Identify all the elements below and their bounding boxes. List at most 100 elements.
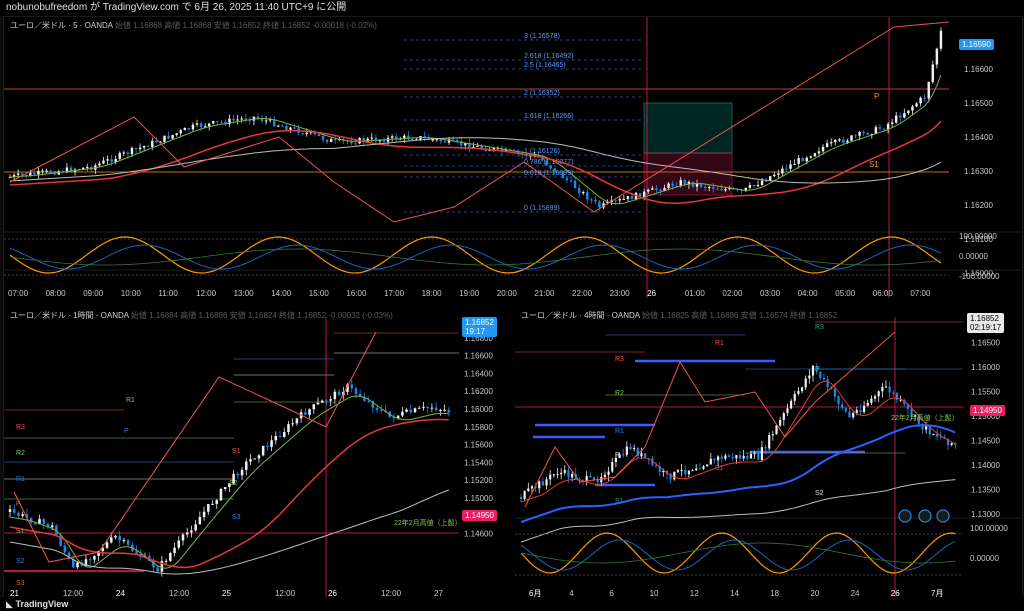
price-candle xyxy=(606,202,609,204)
y-tick-label: 1.16200 xyxy=(464,387,493,396)
price-candle xyxy=(245,461,248,470)
price-candle xyxy=(852,413,855,418)
current-price-tag: 1.16852 02:19:17 xyxy=(967,313,1005,333)
price-candle xyxy=(667,183,670,188)
price-candle xyxy=(899,115,902,118)
price-candle xyxy=(378,139,382,142)
price-candle xyxy=(97,551,100,556)
price-candle xyxy=(207,123,211,127)
price-candle xyxy=(228,483,231,488)
price-candle xyxy=(98,163,101,166)
price-candle xyxy=(396,415,400,419)
price-candle xyxy=(834,140,837,143)
price-candle xyxy=(793,163,796,165)
pivot-p-label: P xyxy=(874,92,879,101)
price-candle xyxy=(20,173,24,175)
price-candle xyxy=(86,166,89,168)
price-candle xyxy=(216,121,219,123)
price-candle xyxy=(464,143,467,146)
price-candle xyxy=(932,434,935,436)
x-tick-label: 04:00 xyxy=(798,289,819,298)
price-candle xyxy=(476,145,479,147)
price-candle xyxy=(177,540,181,548)
pivot-label: R2 xyxy=(16,450,25,457)
price-candle xyxy=(703,186,707,188)
price-candle xyxy=(866,132,869,135)
y-tick-label: 1.13000 xyxy=(971,510,1000,519)
fib-label: 2.618 (1.16492) xyxy=(524,53,573,60)
price-candle xyxy=(801,158,804,162)
x-tick-label: 15:00 xyxy=(309,289,330,298)
chart-1hour[interactable]: 1.170001.168001.166001.164001.162001.160… xyxy=(4,307,510,598)
price-candle xyxy=(644,453,647,459)
x-tick-label: 18 xyxy=(770,589,779,598)
price-candle xyxy=(541,481,544,486)
chart-4hour[interactable]: 1.170001.165001.160001.155001.150001.145… xyxy=(515,307,1022,598)
pivot-label: S3 xyxy=(232,514,241,521)
price-candle xyxy=(586,192,589,200)
price-candle xyxy=(264,120,268,122)
price-candle xyxy=(642,191,646,198)
ema-fast-line xyxy=(9,395,449,569)
osc-tick-label: 0.00000 xyxy=(959,252,988,261)
price-candle xyxy=(850,135,853,141)
price-candle xyxy=(925,425,928,430)
x-tick-label: 14:00 xyxy=(271,289,292,298)
y-tick-label: 1.15600 xyxy=(464,441,493,450)
tradingview-logo[interactable]: ◣ TradingView xyxy=(6,597,68,611)
pivot-label: S2 xyxy=(815,490,824,497)
price-candle xyxy=(164,560,168,562)
price-candle xyxy=(248,120,252,122)
price-candle xyxy=(607,471,610,475)
price-candle xyxy=(683,180,687,185)
price-candle xyxy=(691,181,695,187)
ema-fast-line xyxy=(9,74,942,205)
price-candle xyxy=(17,512,20,516)
price-candle xyxy=(447,139,451,143)
price-candle xyxy=(417,407,421,409)
price-candle xyxy=(175,133,178,135)
price-candle xyxy=(556,474,559,476)
price-candle xyxy=(430,407,434,409)
price-candle xyxy=(42,519,46,524)
price-candle xyxy=(187,128,191,130)
price-candle xyxy=(480,145,483,149)
price-candle xyxy=(67,552,71,559)
price-candle xyxy=(598,201,601,208)
pivot-label: S3 xyxy=(16,580,25,587)
pivot-label: R1 xyxy=(126,397,135,404)
price-candle xyxy=(800,387,804,392)
price-candle xyxy=(426,406,429,409)
price-candle xyxy=(903,399,906,405)
price-candle xyxy=(585,476,588,481)
stoch-d-line xyxy=(520,539,956,571)
price-candle xyxy=(443,409,446,411)
price-candle xyxy=(212,121,215,124)
price-candle xyxy=(88,559,92,561)
price-candle xyxy=(325,400,328,402)
price-candle xyxy=(537,154,540,157)
price-candle xyxy=(590,199,593,201)
price-candle xyxy=(380,409,383,411)
y-tick-label: 1.16000 xyxy=(464,405,493,414)
chart-1hour-legend: ユーロ／米ドル · 1時間 · OANDA 始値 1.16884 高値 1.16… xyxy=(10,310,393,321)
price-candle xyxy=(366,138,369,142)
pivot-label: R3 xyxy=(16,424,25,431)
chart-4hour-canvas[interactable]: 1.170001.165001.160001.155001.150001.145… xyxy=(515,307,1022,598)
price-candle xyxy=(838,139,841,141)
price-candle xyxy=(552,474,555,476)
pivot-label: S1 xyxy=(16,528,25,535)
x-tick-label: 22:00 xyxy=(572,289,593,298)
chart-1hour-canvas[interactable]: 1.170001.168001.166001.164001.162001.160… xyxy=(4,307,510,598)
price-candle xyxy=(81,167,85,170)
x-tick-label: 6月 xyxy=(529,589,541,598)
chart-5min[interactable]: 1.16600 1.16500 1.16400 1.16300 1.16200 1.161… xyxy=(4,17,1022,298)
ema-mid-line xyxy=(520,424,956,523)
price-candle xyxy=(545,160,548,166)
chart-5min-canvas[interactable]: 1.16600 1.16500 1.16400 1.16300 1.16200 1.161… xyxy=(4,17,1022,298)
price-candle xyxy=(594,199,597,202)
brand-name: TradingView xyxy=(15,599,69,609)
price-candle xyxy=(622,198,626,200)
x-tick-label: 06:00 xyxy=(873,289,894,298)
price-candle xyxy=(749,453,753,459)
